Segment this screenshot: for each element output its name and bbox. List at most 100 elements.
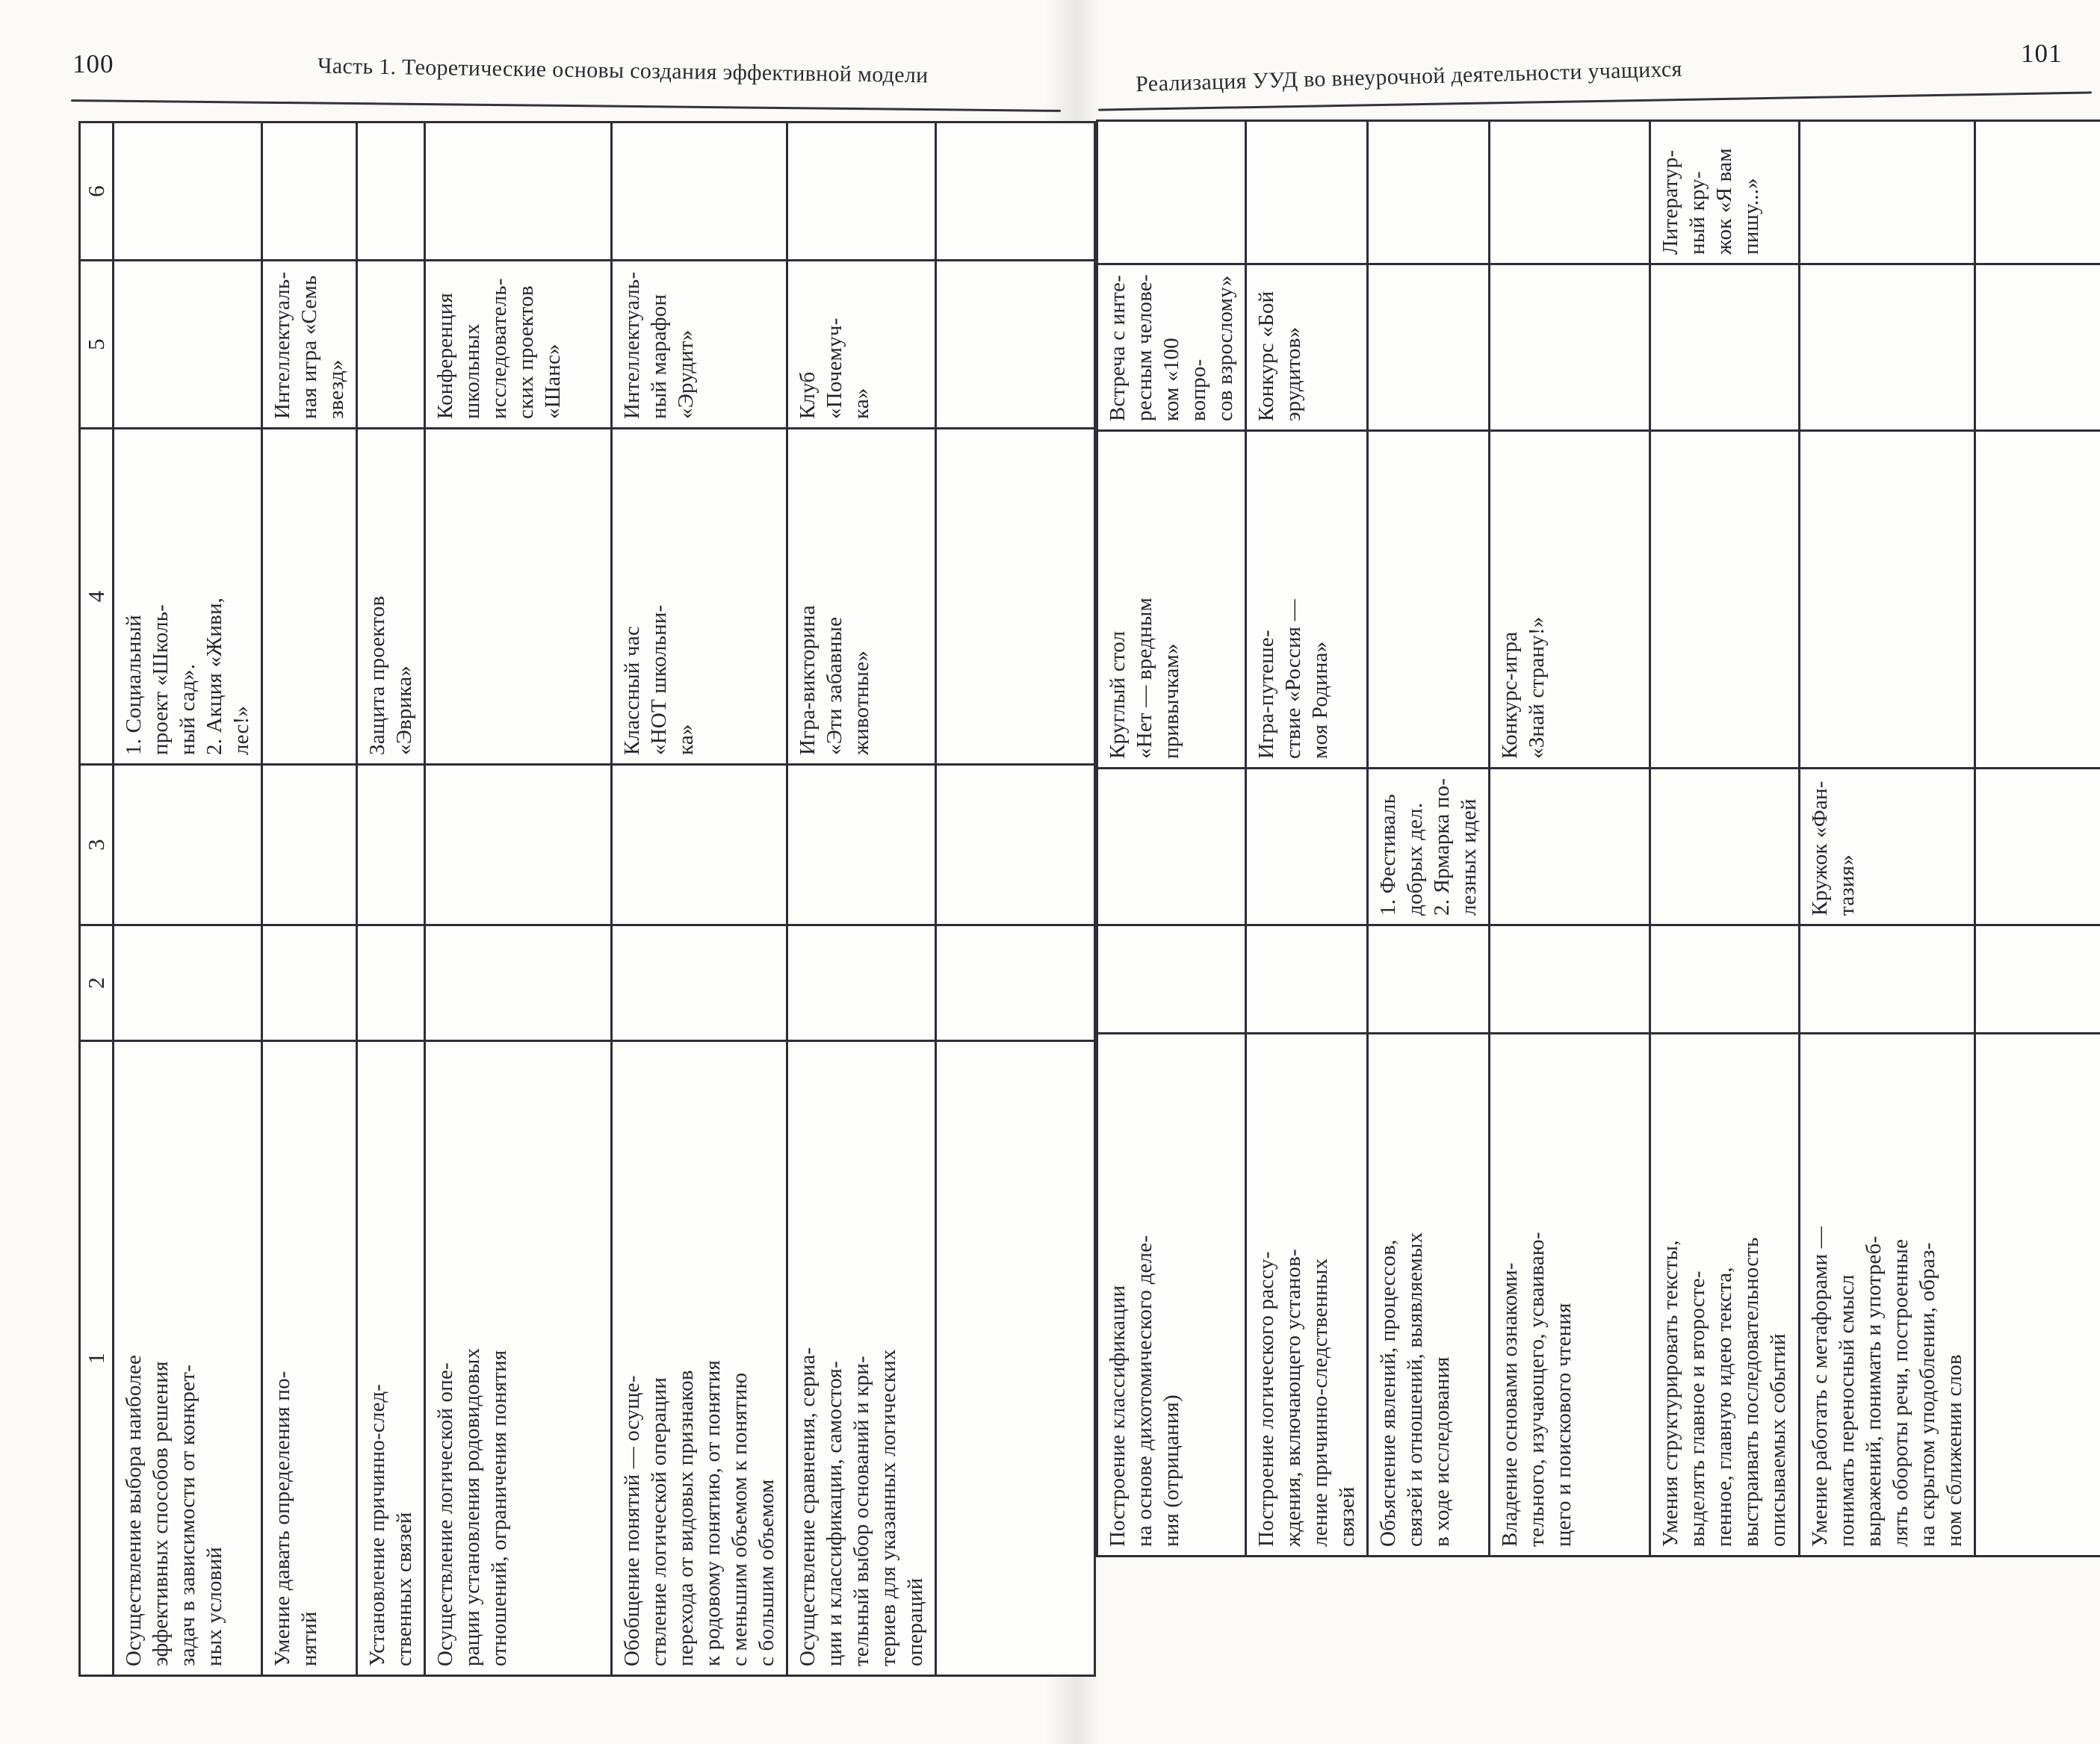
cell-L6-c5: Клуб «Почемуч- ка» bbox=[787, 260, 936, 429]
cell-R5-c1: Умения структурировать тексты, выделять … bbox=[1650, 1033, 1800, 1557]
cell-L4-c4 bbox=[424, 428, 612, 765]
cell-R3-c3: 1. Фестиваль добрых дел. 2. Ярмарка по- … bbox=[1367, 768, 1490, 925]
cell-L5-c5: Интеллектуаль- ный марафон «Эрудит» bbox=[611, 260, 787, 429]
cell-L5-c6 bbox=[611, 122, 787, 261]
cell-L2-c1: Умение давать определения по- нятий bbox=[261, 1040, 357, 1676]
cell-R2-c5: Конкурс «Бой эрудитов» bbox=[1245, 264, 1368, 431]
cell-L1-c6 bbox=[113, 122, 262, 261]
cell-L2-c4 bbox=[261, 428, 357, 765]
table-100-grid: 1 2 3 4 5 6 Осуществление выбора наиболе… bbox=[78, 121, 1096, 1677]
running-header-left: Часть 1. Теоретические основы создания э… bbox=[317, 53, 929, 88]
cell-L4-c1: Осуществление логической опе- рации уста… bbox=[424, 1040, 612, 1676]
cell-R7-c3 bbox=[1974, 768, 2100, 925]
cell-L7-c6 bbox=[935, 122, 1095, 261]
cell-R5-c3 bbox=[1650, 768, 1800, 925]
table-page-101: Построение классификации на основе дихот… bbox=[1096, 120, 2100, 1557]
cell-R7-c4 bbox=[1974, 430, 2100, 769]
page-number-right: 101 bbox=[2021, 39, 2063, 68]
cell-L3-c2 bbox=[356, 925, 425, 1041]
cell-R5-c2 bbox=[1650, 925, 1800, 1034]
cell-R6-c6 bbox=[1799, 120, 1975, 264]
header-rule-left bbox=[71, 99, 1061, 112]
col-header-3: 3 bbox=[79, 764, 114, 925]
cell-R4-c1: Владение основами ознакоми- тельного, из… bbox=[1489, 1033, 1650, 1557]
col-header-4: 4 bbox=[79, 428, 114, 765]
col-header-1: 1 bbox=[79, 1040, 114, 1676]
cell-L4-c2 bbox=[424, 925, 612, 1041]
cell-L7-c1 bbox=[935, 1040, 1095, 1676]
cell-R1-c4: Круглый стол «Нет — вредным привычкам» bbox=[1097, 430, 1246, 769]
cell-L6-c6 bbox=[787, 122, 936, 261]
cell-L7-c2 bbox=[935, 925, 1095, 1041]
cell-R3-c6 bbox=[1367, 120, 1490, 264]
cell-L2-c3 bbox=[261, 764, 357, 925]
table-101-grid: Построение классификации на основе дихот… bbox=[1096, 120, 2100, 1557]
cell-L5-c2 bbox=[611, 925, 787, 1041]
cell-L4-c6 bbox=[424, 122, 612, 261]
cell-R5-c6: Литератур- ный кру- жок «Я вам пишу...» bbox=[1650, 120, 1800, 264]
cell-R5-c4 bbox=[1650, 430, 1800, 769]
cell-R4-c5 bbox=[1489, 264, 1650, 431]
cell-L1-c3 bbox=[113, 764, 262, 925]
cell-R2-c6 bbox=[1245, 120, 1368, 264]
col-header-6: 6 bbox=[79, 122, 114, 261]
cell-L3-c3 bbox=[356, 764, 425, 925]
cell-R7-c2 bbox=[1974, 925, 2100, 1034]
cell-L3-c4: Защита проектов «Эврика» bbox=[356, 428, 425, 765]
cell-L6-c1: Осуществление сравнения, сериа- ции и кл… bbox=[787, 1040, 936, 1676]
cell-R1-c5: Встреча с инте- ресным челове- ком «100 … bbox=[1097, 264, 1246, 431]
cell-L4-c5: Конференция школьных исследователь- ских… bbox=[424, 260, 612, 429]
running-header-right: Реализация УУД во внеурочной деятельност… bbox=[1135, 56, 1683, 97]
cell-R3-c1: Объяснение явлений, процессов, связей и … bbox=[1367, 1033, 1490, 1557]
cell-L2-c5: Интеллектуаль- ная игра «Семь звезд» bbox=[261, 260, 357, 429]
cell-L7-c3 bbox=[935, 764, 1095, 925]
cell-R3-c4 bbox=[1367, 430, 1490, 769]
cell-R6-c4 bbox=[1799, 430, 1975, 769]
cell-R1-c6 bbox=[1097, 120, 1246, 264]
cell-L6-c4: Игра-викторина «Эти забавные животные» bbox=[787, 428, 936, 765]
cell-L5-c1: Обобщение понятий — осуще- ствление логи… bbox=[611, 1040, 787, 1676]
cell-L4-c3 bbox=[424, 764, 612, 925]
cell-L1-c1: Осуществление выбора наиболее эффективны… bbox=[113, 1040, 262, 1676]
cell-L1-c4: 1. Социальный проект «Школь- ный сад». 2… bbox=[113, 428, 262, 765]
cell-L2-c2 bbox=[261, 925, 357, 1041]
cell-L5-c3 bbox=[611, 764, 787, 925]
table-page-100: 1 2 3 4 5 6 Осуществление выбора наиболе… bbox=[78, 121, 1096, 1677]
cell-L7-c5 bbox=[935, 260, 1095, 429]
cell-L6-c2 bbox=[787, 925, 936, 1041]
cell-R6-c2 bbox=[1799, 925, 1975, 1034]
cell-R2-c3 bbox=[1245, 768, 1368, 925]
cell-R1-c1: Построение классификации на основе дихот… bbox=[1097, 1033, 1246, 1557]
cell-L1-c5 bbox=[113, 260, 262, 429]
cell-R6-c3: Кружок «Фан- тазия» bbox=[1799, 768, 1975, 925]
cell-R4-c3 bbox=[1489, 768, 1650, 925]
cell-R1-c2 bbox=[1097, 925, 1246, 1034]
cell-R2-c2 bbox=[1245, 925, 1368, 1034]
cell-R4-c2 bbox=[1489, 925, 1650, 1034]
cell-R3-c2 bbox=[1367, 925, 1490, 1034]
cell-R6-c1: Умение работать с метафорами — понимать … bbox=[1799, 1033, 1975, 1557]
cell-R4-c4: Конкурс-игра «Знай страну!» bbox=[1489, 430, 1650, 769]
cell-L5-c4: Классный час «НОТ школьни- ка» bbox=[611, 428, 787, 765]
cell-R7-c6 bbox=[1974, 120, 2100, 264]
cell-L3-c1: Установление причинно-след- ственных свя… bbox=[356, 1040, 425, 1676]
cell-L6-c3 bbox=[787, 764, 936, 925]
cell-R7-c1 bbox=[1974, 1033, 2100, 1557]
page-number-left: 100 bbox=[72, 49, 114, 78]
cell-R2-c4: Игра-путеше- ствие «Россия — моя Родина» bbox=[1245, 430, 1368, 769]
cell-L7-c4 bbox=[935, 428, 1095, 765]
cell-R4-c6 bbox=[1489, 120, 1650, 264]
cell-L1-c2 bbox=[113, 925, 262, 1041]
cell-R5-c5 bbox=[1650, 264, 1800, 431]
cell-L2-c6 bbox=[261, 122, 357, 261]
cell-L3-c6 bbox=[356, 122, 425, 261]
cell-R2-c1: Построение логического рассу- ждения, вк… bbox=[1245, 1033, 1368, 1557]
cell-R1-c3 bbox=[1097, 768, 1246, 925]
cell-L3-c5 bbox=[356, 260, 425, 429]
col-header-2: 2 bbox=[79, 925, 114, 1041]
cell-R7-c5 bbox=[1974, 264, 2100, 431]
col-header-5: 5 bbox=[79, 260, 114, 429]
header-rule-right bbox=[1098, 91, 2092, 111]
cell-R6-c5 bbox=[1799, 264, 1975, 431]
